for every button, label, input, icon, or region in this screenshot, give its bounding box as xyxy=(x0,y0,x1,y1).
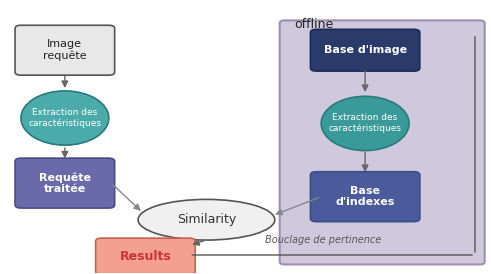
Ellipse shape xyxy=(21,91,109,145)
Text: Base
d'indexes: Base d'indexes xyxy=(335,186,395,207)
FancyBboxPatch shape xyxy=(96,238,195,274)
Text: Similarity: Similarity xyxy=(177,213,236,226)
Text: Results: Results xyxy=(119,250,171,263)
FancyBboxPatch shape xyxy=(15,25,115,75)
FancyBboxPatch shape xyxy=(280,20,485,264)
Text: Bouclage de pertinence: Bouclage de pertinence xyxy=(266,235,382,246)
FancyBboxPatch shape xyxy=(310,29,420,71)
Text: Extraction des
caractéristiques: Extraction des caractéristiques xyxy=(328,113,402,133)
FancyBboxPatch shape xyxy=(15,158,115,208)
Text: Image
requête: Image requête xyxy=(43,39,87,61)
Text: Base d'image: Base d'image xyxy=(324,45,407,55)
FancyBboxPatch shape xyxy=(310,172,420,222)
Text: Requête
traitée: Requête traitée xyxy=(39,172,91,194)
Ellipse shape xyxy=(321,96,409,150)
Text: offline: offline xyxy=(294,18,333,31)
Ellipse shape xyxy=(138,199,275,240)
Text: Extraction des
caractéristiques: Extraction des caractéristiques xyxy=(28,108,101,128)
